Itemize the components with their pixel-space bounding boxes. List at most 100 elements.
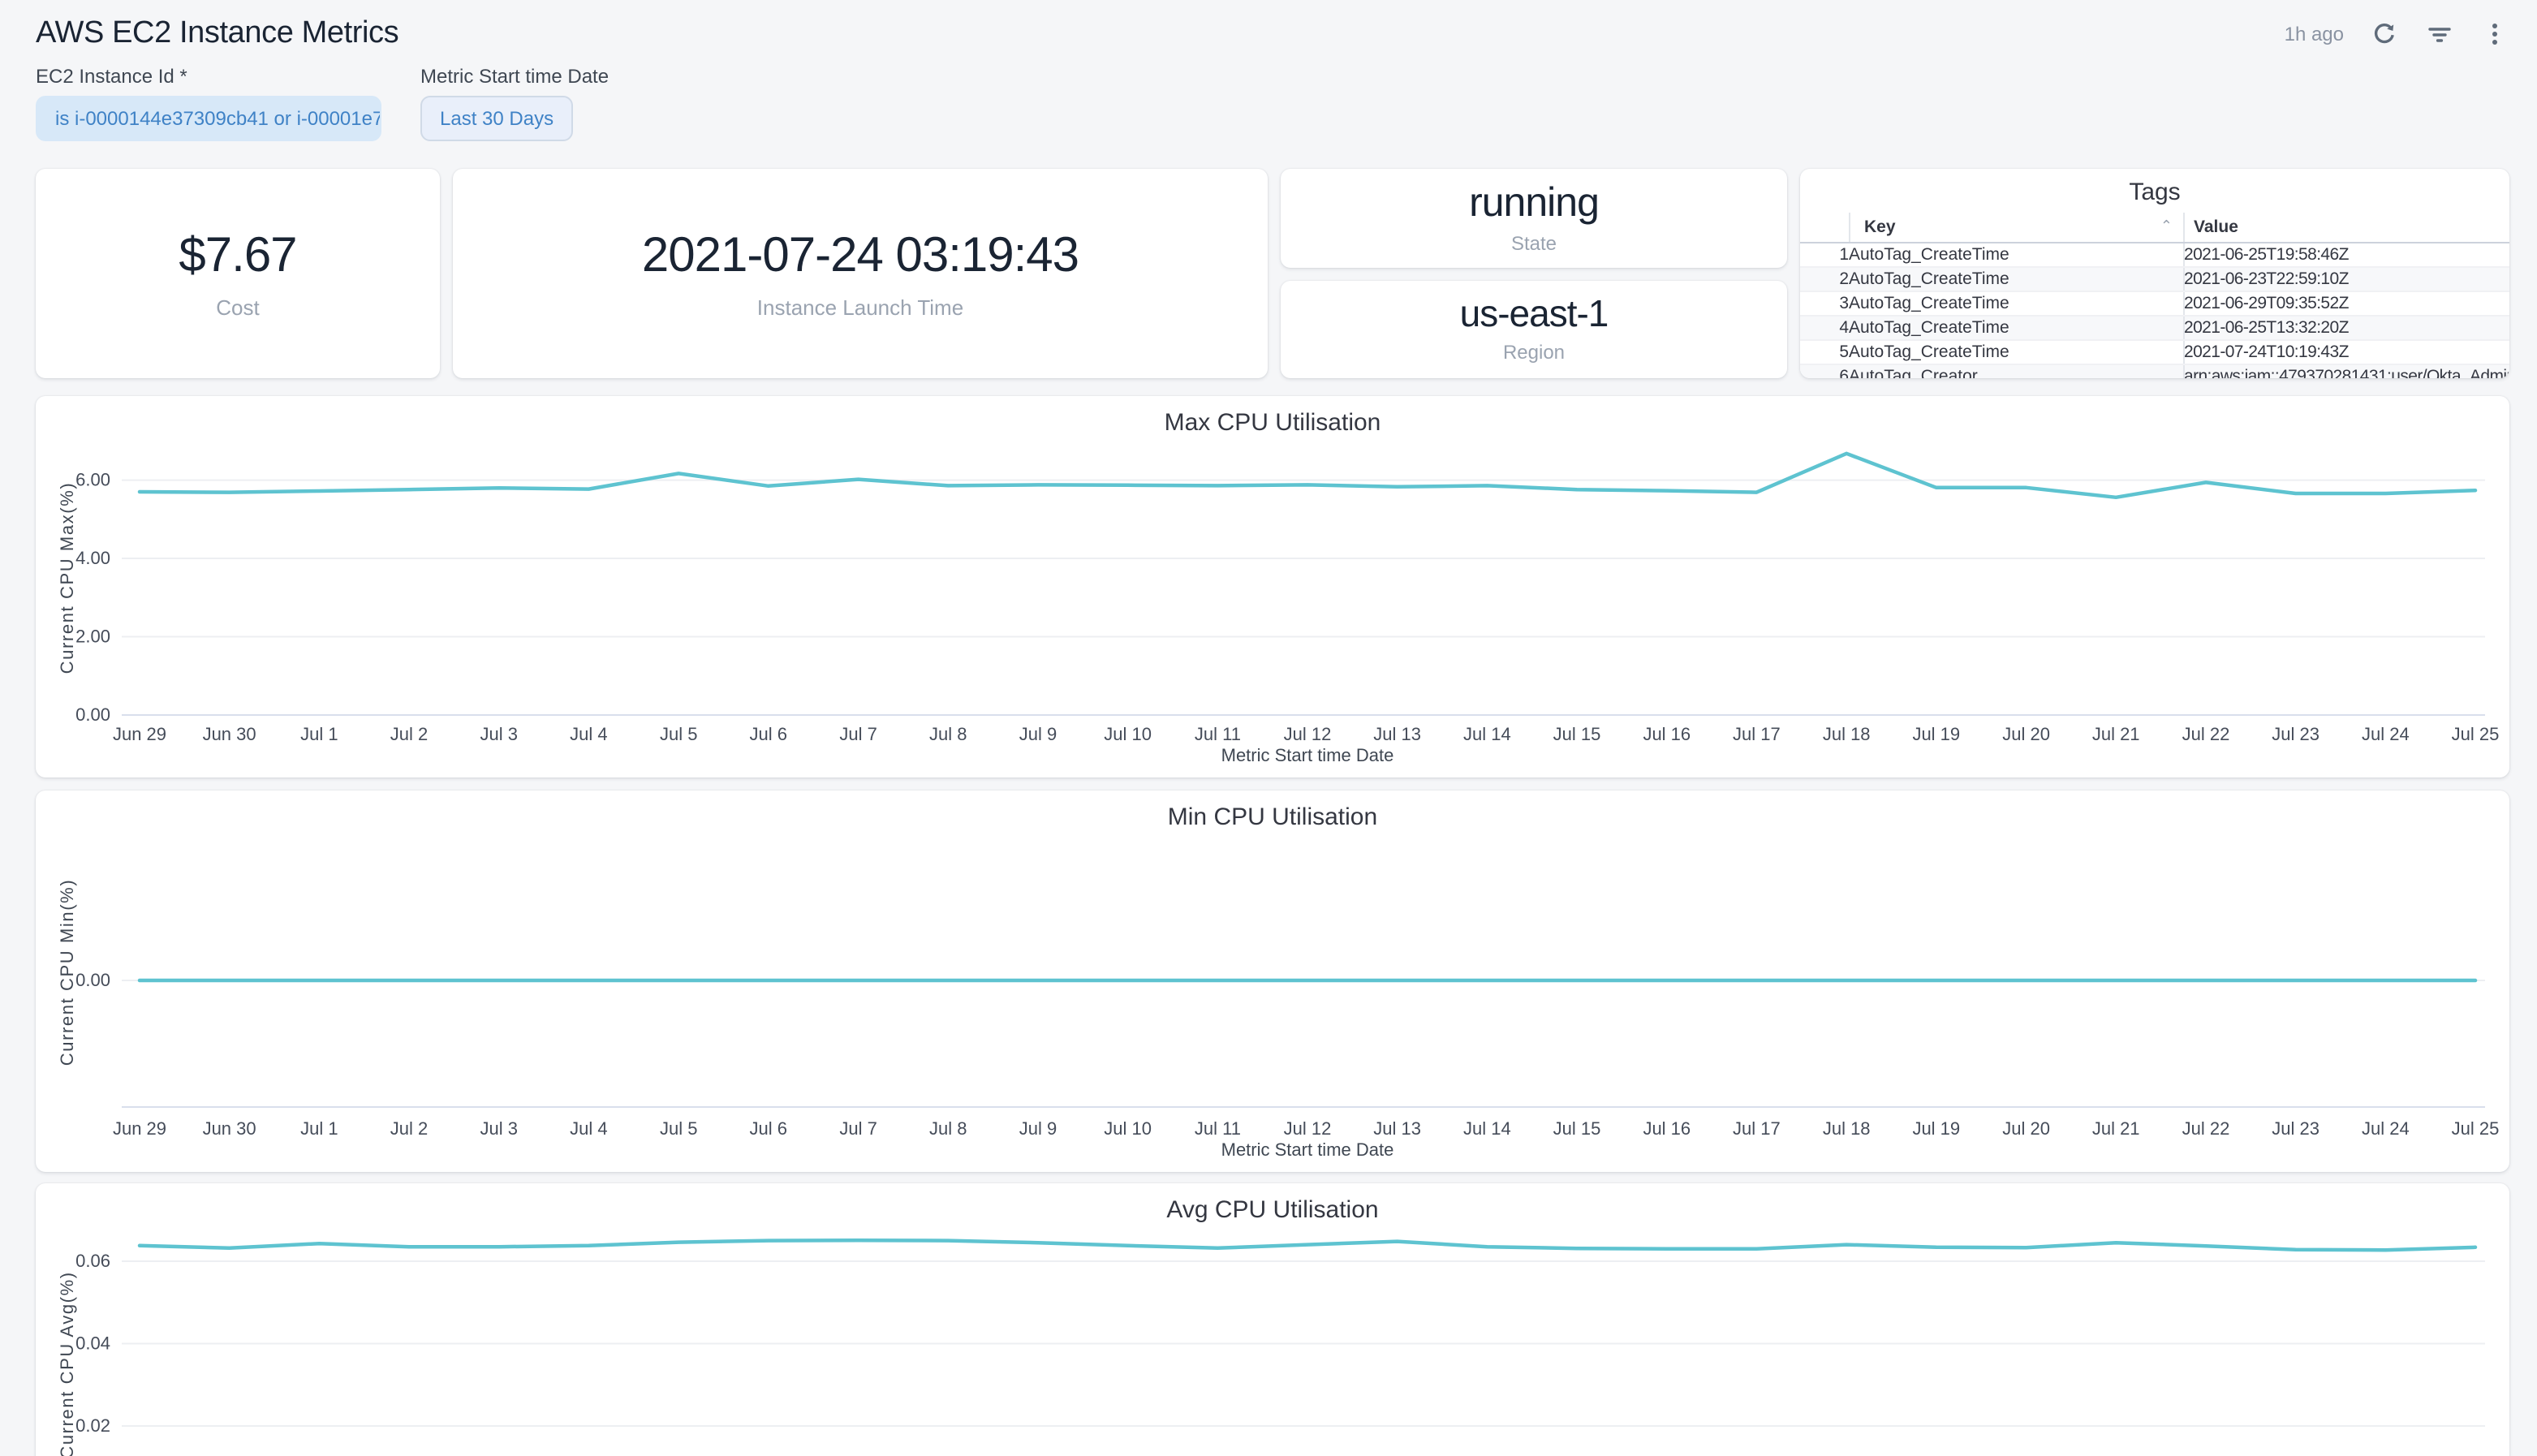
table-row: 1 AutoTag_CreateTime 2021-06-25T19:58:46Z	[1800, 243, 2509, 268]
filter-icon[interactable]	[2425, 19, 2454, 49]
tag-key-cell: AutoTag_CreateTime	[1849, 243, 2183, 268]
last-refreshed-label: 1h ago	[2284, 23, 2344, 45]
x-tick-label: Jul 7	[839, 724, 877, 744]
x-tick-label: Jul 1	[300, 724, 338, 744]
y-tick-label: 6.00	[75, 470, 110, 490]
tag-key-cell: AutoTag_Creator	[1849, 364, 2183, 378]
x-tick-label: Jul 21	[2092, 1118, 2140, 1138]
min-cpu-line-chart[interactable]: 0.00 Jun 29 Jun 30 Jul 1 Jul 2 Jul 3 Jul 4 Jul …	[36, 790, 2509, 1171]
x-tick-label: Jul 22	[2182, 724, 2230, 744]
x-tick-label: Jul 16	[1643, 1118, 1691, 1138]
y-tick-label: 0.00	[75, 969, 110, 989]
key-column-header[interactable]: Key ⌃	[1848, 213, 2183, 243]
x-tick-label: Jul 3	[480, 1118, 518, 1138]
launch-time-label: Instance Launch Time	[756, 295, 964, 319]
x-tick-label: Jul 8	[929, 724, 967, 744]
table-row: 4 AutoTag_CreateTime 2021-06-25T13:32:20Z	[1800, 316, 2509, 341]
tag-value-cell: 2021-07-24T10:19:43Z	[2182, 340, 2509, 365]
x-tick-label: Jul 2	[390, 1118, 428, 1138]
x-tick-label: Jun 30	[203, 1118, 256, 1138]
chart-title: Min CPU Utilisation	[1167, 803, 1378, 830]
x-tick-label: Jul 10	[1104, 1118, 1152, 1138]
region-label: Region	[1502, 341, 1566, 364]
table-row: 5 AutoTag_CreateTime 2021-07-24T10:19:43Z	[1800, 340, 2509, 365]
x-tick-label: Jul 6	[750, 724, 787, 744]
x-tick-label: Jun 29	[113, 1118, 166, 1138]
x-tick-label: Jul 25	[2452, 1118, 2500, 1138]
instance-id-filter-pill[interactable]: is i-0000144e37309cb41 or i-00001e74e…	[36, 96, 381, 141]
x-tick-label: Jul 24	[2362, 724, 2410, 744]
tag-value-cell: 2021-06-25T19:58:46Z	[2182, 243, 2509, 268]
x-tick-label: Jul 4	[570, 1118, 607, 1138]
value-column-header[interactable]: Value	[2182, 213, 2509, 243]
date-range-filter-pill[interactable]: Last 30 Days	[420, 96, 574, 141]
y-tick-label: 4.00	[75, 548, 110, 568]
x-tick-label: Jul 15	[1553, 1118, 1601, 1138]
y-tick-label: 0.00	[75, 704, 110, 725]
x-tick-label: Jul 13	[1373, 1118, 1421, 1138]
x-tick-label: Jul 21	[2092, 724, 2140, 744]
row-index: 5	[1800, 340, 1849, 365]
chart-title: Max CPU Utilisation	[1164, 409, 1381, 437]
x-tick-label: Jul 18	[1823, 724, 1871, 744]
x-tick-label: Jul 19	[1912, 1118, 1960, 1138]
kebab-menu-icon[interactable]	[2480, 19, 2509, 49]
x-tick-label: Jul 8	[929, 1118, 967, 1138]
x-tick-label: Jul 20	[2002, 1118, 2050, 1138]
table-row: 6 AutoTag_Creator arn:aws:iam::47937028143…	[1800, 364, 2509, 378]
x-tick-label: Jul 20	[2002, 724, 2050, 744]
x-tick-label: Jul 5	[660, 724, 697, 744]
series-line	[137, 451, 2478, 500]
table-row: 3 AutoTag_CreateTime 2021-06-29T09:35:52Z	[1800, 291, 2509, 317]
dashboard-header: AWS EC2 Instance Metrics 1h ago	[0, 0, 2537, 52]
tags-panel: Tags Key ⌃ Value 1 AutoTag_Cre	[1800, 169, 2509, 378]
x-axis-title: Metric Start time Date	[1221, 747, 1394, 766]
launch-time-value: 2021-07-24 03:19:43	[641, 228, 1079, 282]
tags-table: Key ⌃ Value 1 AutoTag_CreateTime 2021-06-2…	[1800, 213, 2509, 378]
x-tick-label: Jul 9	[1019, 724, 1057, 744]
panel-min-cpu-utilisation: Min CPU Utilisation Current CPU Min(%) M…	[36, 790, 2509, 1171]
x-tick-label: Jul 2	[390, 724, 428, 744]
refresh-icon[interactable]	[2370, 19, 2399, 49]
tag-key-cell: AutoTag_CreateTime	[1849, 267, 2183, 292]
sort-ascending-icon: ⌃	[2160, 218, 2173, 234]
tag-value-cell: arn:aws:iam::479370281431:user/Okta_Admi…	[2182, 364, 2509, 378]
tags-table-header-row: Key ⌃ Value	[1800, 213, 2509, 243]
x-tick-label: Jul 22	[2182, 1118, 2230, 1138]
y-tick-label: 0.06	[75, 1251, 110, 1271]
tag-key-cell: AutoTag_CreateTime	[1849, 291, 2183, 317]
x-tick-label: Jun 30	[203, 724, 256, 744]
x-tick-label: Jul 14	[1463, 724, 1511, 744]
x-tick-label: Jul 10	[1104, 724, 1152, 744]
x-tick-label: Jul 25	[2452, 724, 2500, 744]
x-tick-label: Jul 18	[1823, 1118, 1871, 1138]
x-tick-label: Jul 4	[570, 724, 607, 744]
x-tick-label: Jul 17	[1733, 724, 1781, 744]
x-axis-title: Metric Start time Date	[1221, 1140, 1394, 1160]
y-tick-label: 0.04	[75, 1333, 110, 1353]
stats-row: $7.67 Cost 2021-07-24 03:19:43 Instance …	[36, 169, 2509, 378]
x-tick-label: Jul 6	[750, 1118, 787, 1138]
cost-label: Cost	[216, 295, 260, 319]
cost-value: $7.67	[179, 228, 297, 282]
x-tick-label: Jul 12	[1284, 1118, 1332, 1138]
row-index: 2	[1800, 267, 1849, 292]
x-tick-label: Jul 7	[839, 1118, 877, 1138]
date-range-filter-label: Metric Start time Date	[420, 65, 609, 88]
tag-key-cell: AutoTag_CreateTime	[1849, 340, 2183, 365]
x-tick-label: Jul 11	[1195, 1118, 1241, 1138]
x-tick-label: Jul 3	[480, 724, 518, 744]
stat-card-region: us-east-1 Region	[1281, 280, 1787, 378]
chart-title: Avg CPU Utilisation	[1166, 1196, 1379, 1224]
stat-card-launch-time: 2021-07-24 03:19:43 Instance Launch Time	[453, 169, 1268, 378]
x-tick-label: Jul 11	[1195, 724, 1241, 744]
table-row: 2 AutoTag_CreateTime 2021-06-23T22:59:10Z	[1800, 267, 2509, 292]
row-index: 3	[1800, 291, 1849, 317]
filter-group-instance-id: EC2 Instance Id * is i-0000144e37309cb41…	[36, 65, 381, 141]
x-tick-label: Jul 14	[1463, 1118, 1511, 1138]
row-index: 6	[1800, 364, 1849, 378]
x-tick-label: Jul 15	[1553, 724, 1601, 744]
instance-id-filter-label: EC2 Instance Id *	[36, 65, 187, 88]
